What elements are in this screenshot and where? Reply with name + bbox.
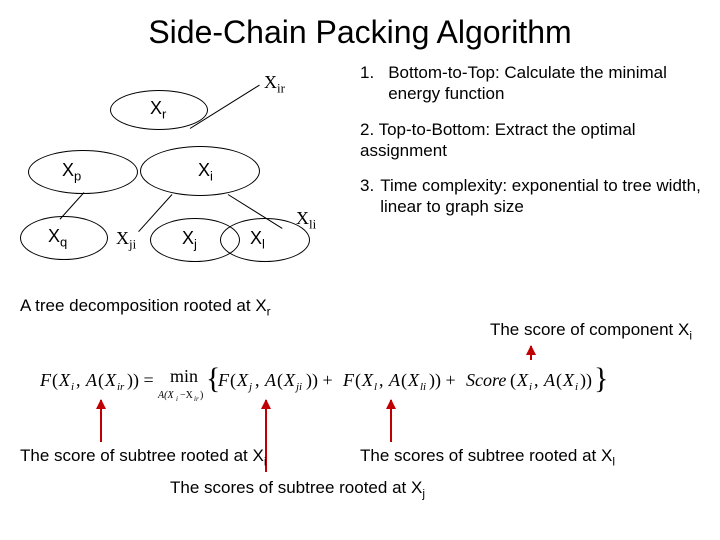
step-1: 1. Bottom-to-Top: Calculate the minimal … (360, 62, 705, 105)
edge-xji: Xji (116, 228, 136, 253)
svg-text:(: ( (277, 370, 283, 391)
svg-text:X: X (58, 370, 71, 390)
score-xi-label: The score of component Xi (490, 320, 692, 342)
svg-text:F: F (217, 370, 230, 390)
step-2: 2. Top-to-Bottom: Extract the optimal as… (360, 119, 705, 162)
svg-text:li: li (420, 381, 426, 393)
svg-text:i: i (529, 381, 532, 393)
svg-text:Score: Score (466, 370, 506, 390)
svg-text:l: l (374, 381, 377, 393)
svg-text:)) =: )) = (127, 370, 154, 391)
svg-text:X: X (283, 370, 296, 390)
svg-text:,: , (379, 370, 384, 390)
arrow-icon (390, 400, 392, 442)
step-3: 3. Time complexity: exponential to tree … (360, 175, 705, 218)
label-xi: Xi (198, 160, 213, 184)
svg-text:,: , (534, 370, 539, 390)
label-xl: Xl (250, 228, 265, 252)
svg-text:F: F (40, 370, 52, 390)
arrow-icon (100, 400, 102, 442)
svg-text:X: X (407, 370, 420, 390)
svg-text:X: X (562, 370, 575, 390)
svg-text:A: A (543, 370, 556, 390)
tree-caption: A tree decomposition rooted at Xr (20, 296, 271, 318)
svg-text:i: i (176, 395, 178, 403)
label-score-xl-subtree: The scores of subtree rooted at Xl (360, 446, 615, 468)
svg-text:(: ( (52, 370, 58, 391)
svg-text:(: ( (230, 370, 236, 391)
svg-text:X: X (104, 370, 117, 390)
formula: F ( X i , A ( X ir )) = min A(X i −X ir … (40, 356, 680, 406)
algorithm-steps: 1. Bottom-to-Top: Calculate the minimal … (360, 62, 705, 218)
arrow-icon (530, 346, 532, 360)
svg-text:A: A (388, 370, 401, 390)
label-xq: Xq (48, 226, 67, 250)
svg-text:X: X (236, 370, 249, 390)
svg-text:(: ( (401, 370, 407, 391)
label-score-xj-subtree: The scores of subtree rooted at Xj (170, 478, 425, 500)
svg-text:−X: −X (180, 390, 194, 401)
svg-text:(: ( (98, 370, 104, 391)
tree-diagram: Xr Xp Xi Xq Xj Xl Xir Xji Xli (10, 60, 350, 290)
svg-text:X: X (516, 370, 529, 390)
svg-text:X: X (361, 370, 374, 390)
svg-text:A: A (264, 370, 277, 390)
label-xj: Xj (182, 228, 197, 252)
svg-text:(: ( (355, 370, 361, 391)
svg-text:ji: ji (294, 381, 302, 393)
svg-text:A(X: A(X (157, 390, 174, 401)
svg-text:)) +: )) + (429, 370, 456, 391)
svg-text:)) +: )) + (306, 370, 333, 391)
edge-xli: Xli (296, 208, 316, 233)
node-xp (28, 150, 138, 194)
svg-text:min: min (170, 366, 198, 386)
svg-text:,: , (255, 370, 260, 390)
svg-text:i: i (575, 381, 578, 393)
svg-text:(: ( (510, 370, 516, 391)
page-title: Side-Chain Packing Algorithm (0, 0, 720, 51)
label-xp: Xp (62, 160, 81, 184)
svg-text:i: i (71, 381, 74, 393)
svg-text:,: , (76, 370, 81, 390)
svg-text:): ) (200, 390, 203, 401)
svg-text:)): )) (580, 370, 592, 391)
label-score-xi-subtree: The score of subtree rooted at Xi (20, 446, 266, 468)
label-xr: Xr (150, 98, 166, 122)
svg-text:F: F (342, 370, 355, 390)
svg-text:ir: ir (194, 395, 199, 403)
edge-xir: Xir (264, 72, 285, 97)
svg-text:}: } (594, 362, 608, 395)
svg-text:A: A (85, 370, 98, 390)
svg-text:(: ( (556, 370, 562, 391)
svg-text:ir: ir (117, 381, 125, 393)
